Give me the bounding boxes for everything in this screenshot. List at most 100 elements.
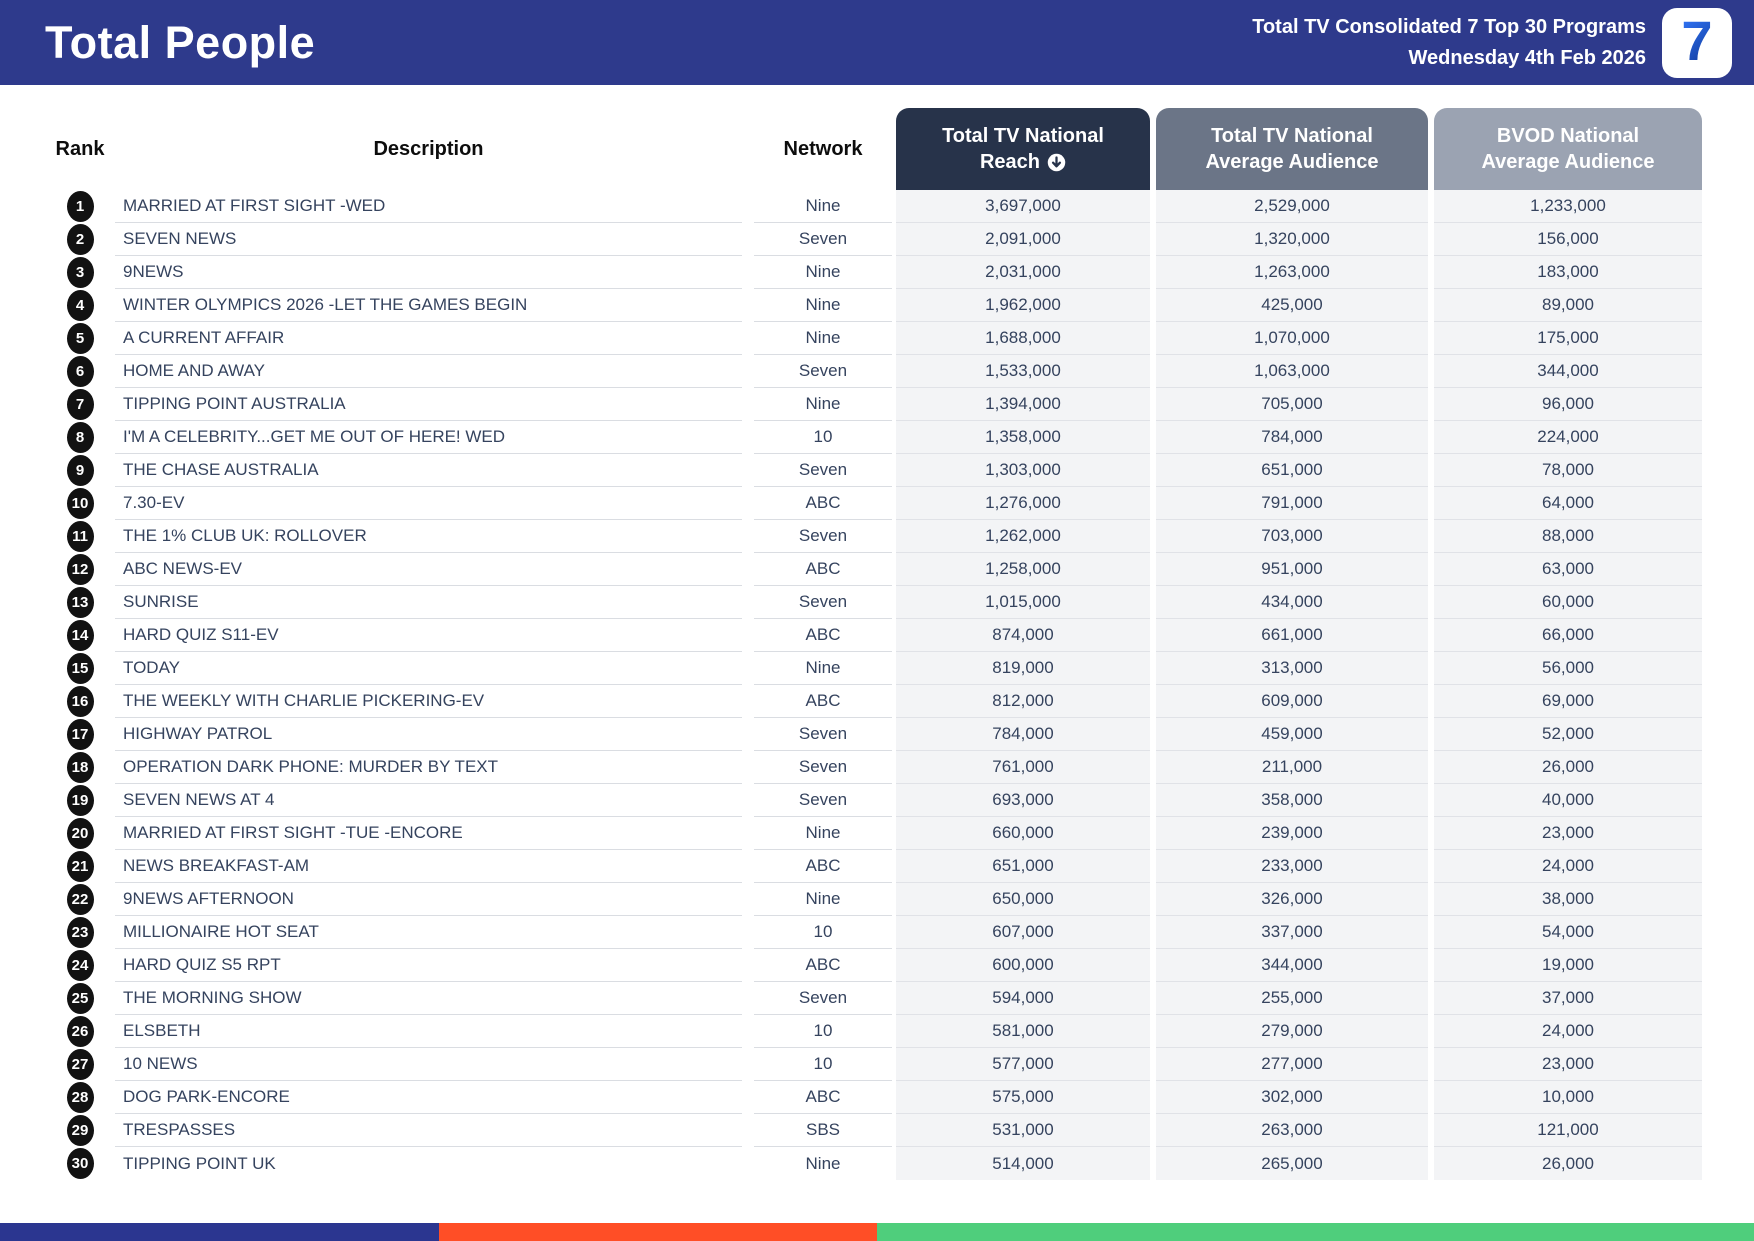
rank-cell: 12 — [45, 553, 115, 586]
description-cell: MARRIED AT FIRST SIGHT -WED — [115, 190, 742, 223]
rank-badge: 19 — [66, 785, 94, 816]
report-subtitle: Total TV Consolidated 7 Top 30 Programs … — [1252, 12, 1646, 74]
average-audience-value-cell: 344,000 — [1156, 949, 1428, 982]
rank-cell: 7 — [45, 388, 115, 421]
average-audience-value-cell: 233,000 — [1156, 850, 1428, 883]
average-audience-value-cell: 1,070,000 — [1156, 322, 1428, 355]
reach-value-cell: 581,000 — [896, 1015, 1150, 1048]
table-row: 14 HARD QUIZ S11-EV ABC 874,000 661,000 … — [45, 619, 1702, 652]
rank-badge: 29 — [66, 1115, 94, 1146]
network-cell: ABC — [754, 1081, 892, 1114]
bvod-value-cell: 183,000 — [1434, 256, 1702, 289]
average-audience-value-cell: 651,000 — [1156, 454, 1428, 487]
rank-cell: 14 — [45, 619, 115, 652]
table-row: 4 WINTER OLYMPICS 2026 -LET THE GAMES BE… — [45, 289, 1702, 322]
reach-value-cell: 575,000 — [896, 1081, 1150, 1114]
table-row: 17 HIGHWAY PATROL Seven 784,000 459,000 … — [45, 718, 1702, 751]
table-row: 6 HOME AND AWAY Seven 1,533,000 1,063,00… — [45, 355, 1702, 388]
bvod-value-cell: 26,000 — [1434, 1147, 1702, 1180]
description-cell: NEWS BREAKFAST-AM — [115, 850, 742, 883]
column-header-total-tv-reach[interactable]: Total TV National Reach — [896, 108, 1150, 190]
description-cell: TODAY — [115, 652, 742, 685]
sort-descending-icon[interactable] — [1047, 153, 1066, 172]
rank-badge: 22 — [66, 884, 94, 915]
table-row: 3 9NEWS Nine 2,031,000 1,263,000 183,000 — [45, 256, 1702, 289]
network-cell: Nine — [754, 190, 892, 223]
rank-badge: 10 — [66, 488, 94, 519]
reach-value-cell: 1,688,000 — [896, 322, 1150, 355]
table-row: 28 DOG PARK-ENCORE ABC 575,000 302,000 1… — [45, 1081, 1702, 1114]
column-header-total-tv-average-audience[interactable]: Total TV National Average Audience — [1156, 108, 1428, 190]
network-cell: ABC — [754, 619, 892, 652]
table-row: 10 7.30-EV ABC 1,276,000 791,000 64,000 — [45, 487, 1702, 520]
average-audience-value-cell: 784,000 — [1156, 421, 1428, 454]
footer-bar-segment-green — [877, 1223, 1754, 1241]
network-cell: Seven — [754, 751, 892, 784]
rank-cell: 2 — [45, 223, 115, 256]
table-row: 25 THE MORNING SHOW Seven 594,000 255,00… — [45, 982, 1702, 1015]
table-row: 13 SUNRISE Seven 1,015,000 434,000 60,00… — [45, 586, 1702, 619]
network-cell: Nine — [754, 322, 892, 355]
rank-badge: 21 — [66, 851, 94, 882]
rank-cell: 11 — [45, 520, 115, 553]
table-row: 21 NEWS BREAKFAST-AM ABC 651,000 233,000… — [45, 850, 1702, 883]
network-cell: 10 — [754, 916, 892, 949]
network-cell: Seven — [754, 586, 892, 619]
bvod-value-cell: 38,000 — [1434, 883, 1702, 916]
column-header-bvod-average-audience[interactable]: BVOD National Average Audience — [1434, 108, 1702, 190]
network-cell: Nine — [754, 817, 892, 850]
rank-cell: 19 — [45, 784, 115, 817]
network-cell: Seven — [754, 355, 892, 388]
network-cell: Nine — [805, 1153, 841, 1173]
report-date: Wednesday 4th Feb 2026 — [1408, 46, 1647, 69]
table-row: 5 A CURRENT AFFAIR Nine 1,688,000 1,070,… — [45, 322, 1702, 355]
bvod-value-cell: 1,233,000 — [1434, 190, 1702, 223]
description-cell: I'M A CELEBRITY...GET ME OUT OF HERE! WE… — [115, 421, 742, 454]
description-cell: THE WEEKLY WITH CHARLIE PICKERING-EV — [115, 685, 742, 718]
rank-cell: 23 — [45, 916, 115, 949]
rank-badge: 18 — [66, 752, 94, 783]
network-cell: ABC — [754, 685, 892, 718]
bvod-value-cell: 10,000 — [1434, 1081, 1702, 1114]
average-audience-value-cell: 703,000 — [1156, 520, 1428, 553]
average-audience-value-cell: 425,000 — [1156, 289, 1428, 322]
rank-badge: 30 — [66, 1148, 94, 1179]
average-audience-value-cell: 279,000 — [1156, 1015, 1428, 1048]
rank-badge: 15 — [66, 653, 94, 684]
description-cell: WINTER OLYMPICS 2026 -LET THE GAMES BEGI… — [115, 289, 742, 322]
average-audience-value-cell: 951,000 — [1156, 553, 1428, 586]
rank-badge: 27 — [66, 1049, 94, 1080]
description-cell: TIPPING POINT AUSTRALIA — [115, 388, 742, 421]
bvod-value-cell: 63,000 — [1434, 553, 1702, 586]
reach-value-cell: 1,015,000 — [896, 586, 1150, 619]
table-row: 19 SEVEN NEWS AT 4 Seven 693,000 358,000… — [45, 784, 1702, 817]
network-cell: Nine — [754, 388, 892, 421]
rank-cell: 10 — [45, 487, 115, 520]
description-cell: HARD QUIZ S5 RPT — [115, 949, 742, 982]
table-row: 1 MARRIED AT FIRST SIGHT -WED Nine 3,697… — [45, 190, 1702, 223]
rank-badge: 3 — [66, 257, 94, 288]
top-banner: Total People Total TV Consolidated 7 Top… — [0, 0, 1754, 85]
average-audience-value-cell: 791,000 — [1156, 487, 1428, 520]
average-audience-value-cell: 1,263,000 — [1156, 256, 1428, 289]
reach-value-cell: 1,258,000 — [896, 553, 1150, 586]
table-row: 18 OPERATION DARK PHONE: MURDER BY TEXT … — [45, 751, 1702, 784]
page-title: Total People — [45, 16, 316, 68]
description-cell: OPERATION DARK PHONE: MURDER BY TEXT — [115, 751, 742, 784]
network-cell: 10 — [754, 421, 892, 454]
rank-badge: 28 — [66, 1082, 94, 1113]
footer-bar-segment-orange — [438, 1223, 877, 1241]
reach-value-cell: 761,000 — [896, 751, 1150, 784]
rank-cell: 1 — [45, 190, 115, 223]
bvod-value-cell: 344,000 — [1434, 355, 1702, 388]
rank-badge: 8 — [66, 422, 94, 453]
network-cell: Nine — [754, 256, 892, 289]
bvod-value-cell: 175,000 — [1434, 322, 1702, 355]
reach-value-cell: 514,000 — [896, 1147, 1150, 1180]
rank-badge: 14 — [66, 620, 94, 651]
reach-value-cell: 660,000 — [896, 817, 1150, 850]
rank-badge: 7 — [66, 389, 94, 420]
table-row: 22 9NEWS AFTERNOON Nine 650,000 326,000 … — [45, 883, 1702, 916]
bvod-value-cell: 156,000 — [1434, 223, 1702, 256]
description-cell: THE MORNING SHOW — [115, 982, 742, 1015]
